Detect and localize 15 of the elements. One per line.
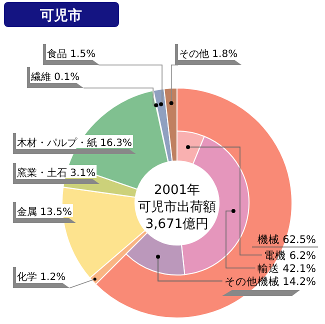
slice-label: 機械 62.5% [257,233,316,246]
slice-label: 繊維 0.1% [30,71,80,83]
slice-label: 輸送 42.1% [257,263,316,275]
slice-label: 木材・パルプ・紙 16.3% [17,137,132,149]
slice-label: 化学 1.2% [17,271,66,283]
slice-label: 金属 13.5% [17,206,72,218]
slice-label: 食品 1.5% [47,48,96,60]
slice-label: その他 1.8% [179,48,238,60]
text: 3,671億円 [145,217,209,232]
chart-title: 可児市 [39,7,82,24]
slice-label: 電機 6.2% [264,250,316,262]
text: 可児市出荷額 [138,200,216,215]
text: 2001年 [154,183,200,198]
slice-label: 窯業・土石 3.1% [17,167,96,179]
slice-label: その他機械 14.2% [224,275,316,288]
